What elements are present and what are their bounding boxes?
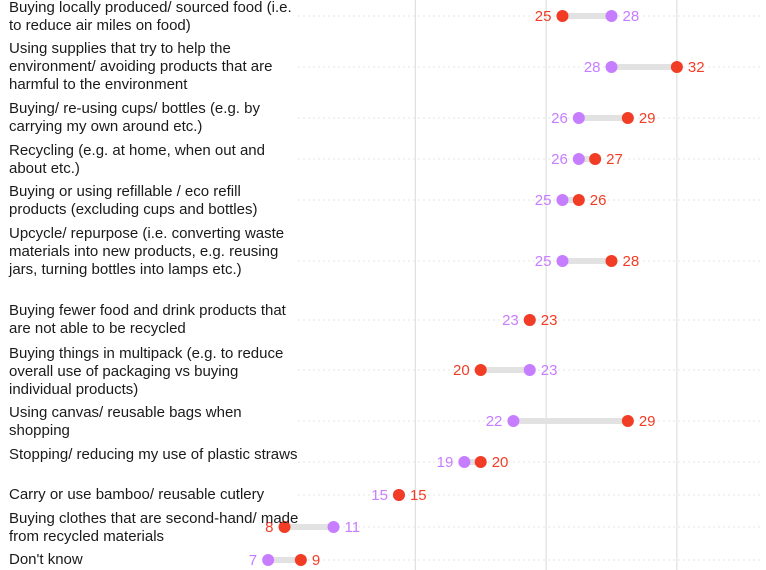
value-label: 11 [345,519,361,536]
dot-series-b [474,364,487,376]
dot-series-a [458,456,471,468]
dot-series-a [556,255,569,267]
value-label: 15 [371,487,388,504]
value-label: 22 [486,413,503,430]
category-label: Recycling (e.g. at home, when out and ab… [9,142,265,177]
value-label: 23 [541,312,558,329]
value-label: 25 [535,192,552,209]
dot-series-a [605,61,618,73]
category-label: Don't know [9,551,83,568]
value-label: 26 [551,110,568,127]
value-label: 23 [541,362,558,379]
value-label: 15 [410,487,427,504]
dot-series-b [621,112,634,124]
dot-series-b [572,194,585,206]
category-label: Using supplies that try to help the envi… [9,40,273,93]
row-guides [298,15,760,561]
value-label: 29 [639,110,656,127]
category-label: Upcycle/ repurpose (i.e. converting wast… [9,225,285,278]
value-label: 8 [265,519,273,536]
dot-series-a [523,364,536,376]
dot-series-b [523,314,536,326]
dot-series-b [392,489,405,501]
dot-series-b [474,456,487,468]
category-label: Buying clothes that are second-hand/ mad… [9,510,299,545]
gridlines [414,0,678,570]
dot-series-b [670,61,683,73]
value-label: 28 [584,59,601,76]
data-marks: 25 28 28 32 26 29 26 27 25 26 25 28 23 23 20 23 22 29 19 20… [249,8,705,569]
value-label: 19 [437,454,454,471]
value-label: 9 [312,552,320,569]
category-label: Buying or using refillable / eco refill … [9,183,258,218]
value-label: 23 [502,312,519,329]
dot-series-a [556,194,569,206]
category-label: Buying locally produced/ sourced food (i… [9,0,292,34]
value-label: 26 [590,192,607,209]
category-label: Buying/ re-using cups/ bottles (e.g. by … [9,100,260,135]
dot-series-b [589,153,602,165]
dot-series-a [327,521,340,533]
category-label: Buying fewer food and drink products tha… [9,302,286,337]
dot-series-b [556,10,569,22]
dot-series-b [278,521,291,533]
dot-series-a [262,554,275,566]
category-label: Using canvas/ reusable bags when shoppin… [9,404,242,439]
value-label: 28 [623,8,640,25]
dot-series-b [294,554,307,566]
value-label: 25 [535,8,552,25]
dot-series-a [572,153,585,165]
category-label: Carry or use bamboo/ reusable cutlery [9,486,265,503]
dot-series-b [621,415,634,427]
dot-series-a [507,415,520,427]
category-label: Buying things in multipack (e.g. to redu… [9,345,284,398]
dot-series-a [605,10,618,22]
value-label: 27 [606,151,623,168]
category-label: Stopping/ reducing my use of plastic str… [9,446,298,463]
dot-series-a [572,112,585,124]
value-label: 32 [688,59,705,76]
value-label: 29 [639,413,656,430]
value-label: 25 [535,253,552,270]
value-label: 20 [453,362,470,379]
value-label: 28 [623,253,640,270]
dot-series-b [605,255,618,267]
value-label: 7 [249,552,257,569]
value-label: 26 [551,151,568,168]
value-label: 20 [492,454,509,471]
